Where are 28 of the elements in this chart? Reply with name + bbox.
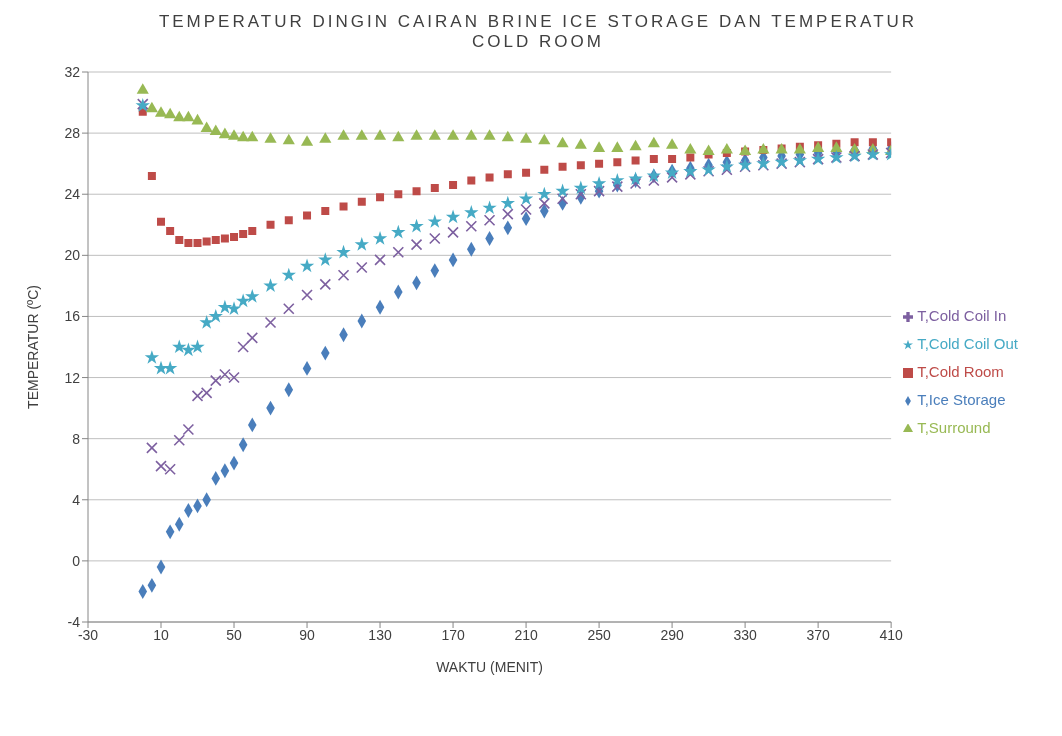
x-tick-label: 170 — [441, 626, 465, 643]
y-tick-label: 28 — [64, 125, 81, 142]
legend-label: T,Surround — [917, 419, 991, 436]
x-tick-label: 290 — [660, 626, 684, 643]
x-tick-label: 10 — [153, 626, 170, 643]
x-tick-label: 410 — [879, 626, 904, 643]
legend-label: T,Cold Coil In — [917, 307, 1007, 324]
y-tick-label: 12 — [64, 369, 81, 386]
x-tick-label: 50 — [226, 626, 243, 643]
y-tick-label: 8 — [72, 430, 81, 447]
y-tick-label: 4 — [72, 491, 81, 508]
x-tick-label: 130 — [368, 626, 392, 643]
y-tick-label: 0 — [72, 552, 81, 569]
y-tick-label: 24 — [64, 186, 81, 203]
x-tick-label: 330 — [733, 626, 757, 643]
legend-label: T,Cold Coil Out — [917, 335, 1018, 352]
x-tick-label: 90 — [299, 626, 316, 643]
x-axis-title: WAKTU (MENIT) — [436, 659, 543, 675]
y-tick-label: 16 — [64, 308, 81, 325]
legend-label: T,Ice Storage — [917, 391, 1006, 408]
y-axis-title: TEMPERATUR (ºC) — [24, 285, 41, 409]
x-tick-label: 370 — [806, 626, 831, 643]
chart-title: TEMPERATUR DINGIN CAIRAN BRINE ICE STORAGE DAN TEMPERATUR COLD ROOM — [158, 12, 918, 52]
x-tick-label: 250 — [587, 626, 611, 643]
y-tick-label: 32 — [64, 63, 81, 80]
x-tick-label: 210 — [514, 626, 538, 643]
y-tick-label: 20 — [64, 247, 81, 264]
legend-label: T,Cold Room — [917, 363, 1004, 380]
